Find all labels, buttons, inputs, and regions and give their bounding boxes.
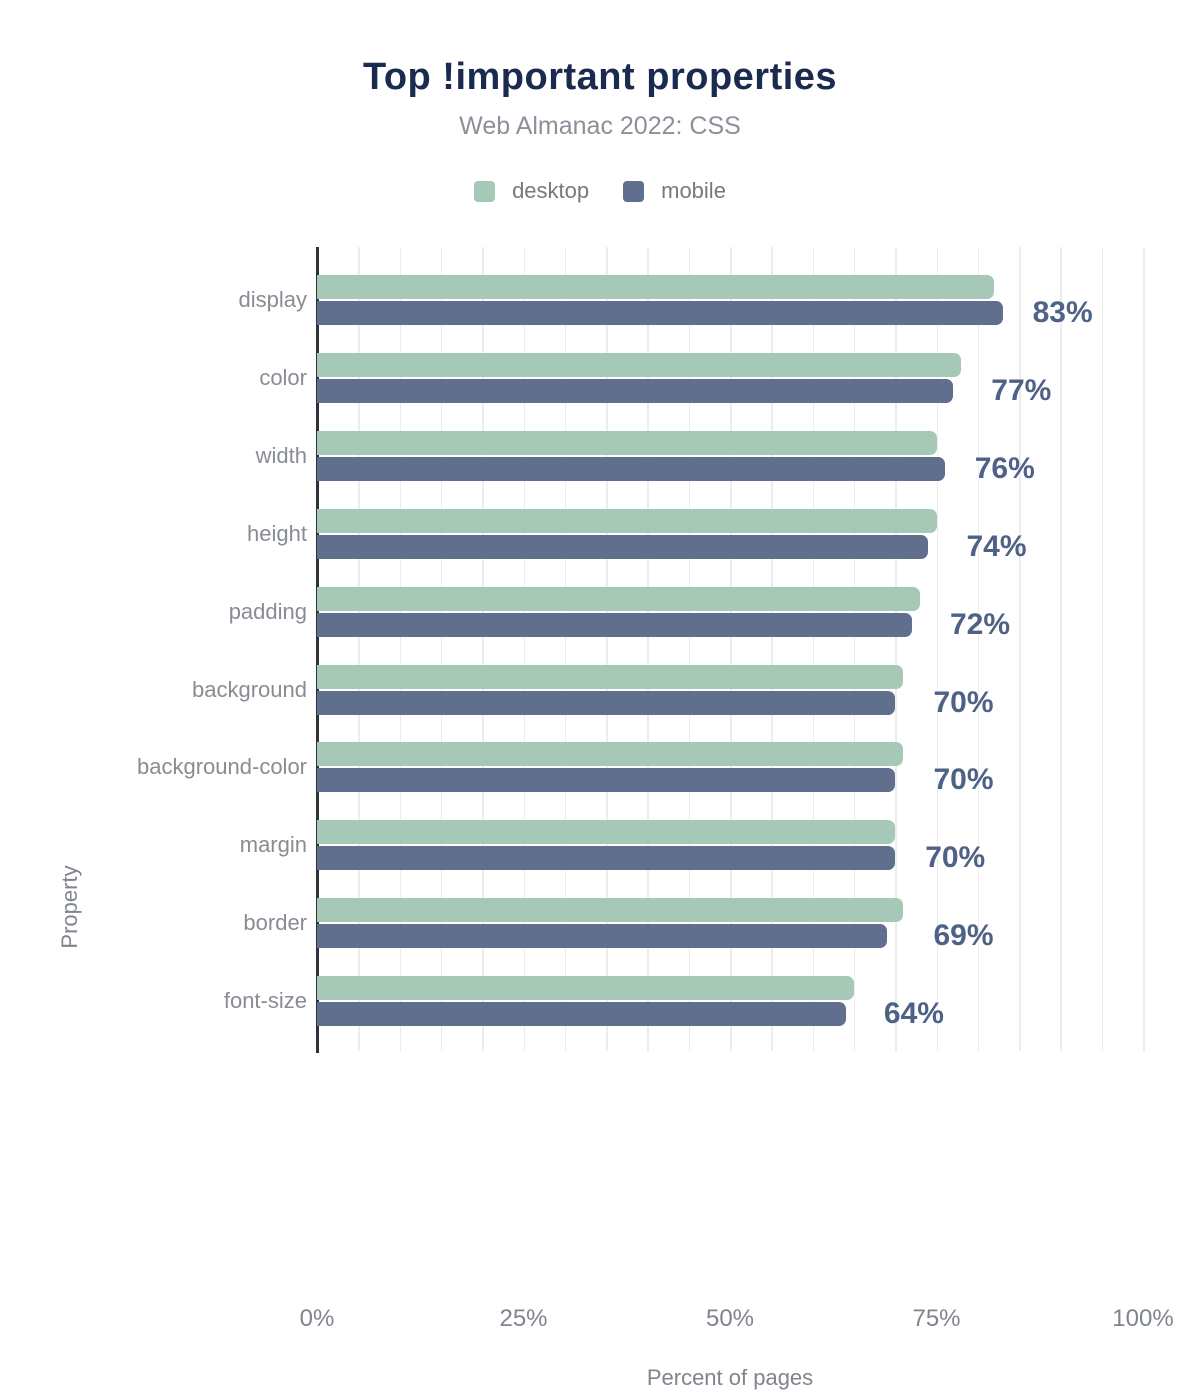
category-label-height: height xyxy=(247,520,307,546)
y-axis-line xyxy=(316,247,319,1053)
x-tick-label-100pct: 100% xyxy=(1112,1305,1174,1332)
bar-desktop-background-color[interactable] xyxy=(317,742,904,767)
bar-mobile-display[interactable] xyxy=(317,301,1003,325)
bar-mobile-font-size[interactable] xyxy=(317,1002,846,1027)
legend-label: desktop xyxy=(512,178,590,203)
category-label-display: display xyxy=(238,287,307,312)
bar-desktop-color[interactable] xyxy=(317,352,962,377)
bar-mobile-margin[interactable] xyxy=(317,846,896,871)
category-label-margin: margin xyxy=(239,832,307,858)
gridline-25 xyxy=(523,247,525,1051)
gridline-85 xyxy=(1019,247,1021,1051)
legend: desktop mobile xyxy=(0,178,1200,204)
legend-item-desktop[interactable]: desktop xyxy=(474,178,589,204)
x-tick-label-50pct: 50% xyxy=(705,1305,755,1332)
bar-mobile-background[interactable] xyxy=(317,690,896,715)
bar-desktop-border[interactable] xyxy=(317,898,904,923)
plot-area xyxy=(317,247,1145,1051)
gridline-5 xyxy=(358,247,360,1051)
value-label-padding: 72% xyxy=(949,607,1011,641)
x-tick-label-75pct: 75% xyxy=(912,1305,961,1332)
chart-title: Top !important properties xyxy=(362,56,838,98)
value-label-display: 83% xyxy=(1032,296,1093,329)
bar-desktop-padding[interactable] xyxy=(317,586,920,611)
gridline-40 xyxy=(647,247,649,1051)
legend-swatch-desktop xyxy=(474,180,496,202)
value-label-font-size: 64% xyxy=(883,997,944,1031)
gridline-65 xyxy=(853,247,856,1051)
bar-mobile-background-color[interactable] xyxy=(317,768,896,793)
gridline-15 xyxy=(440,247,443,1051)
x-tick-label-0pct: 0% xyxy=(299,1305,335,1332)
legend-label: mobile xyxy=(661,178,726,203)
gridline-45 xyxy=(688,247,691,1051)
value-label-width: 76% xyxy=(974,451,1035,485)
x-tick-label-25pct: 25% xyxy=(499,1305,548,1332)
gridline-70 xyxy=(895,247,897,1051)
gridline-50 xyxy=(730,247,732,1051)
bar-desktop-margin[interactable] xyxy=(317,820,896,845)
gridline-20 xyxy=(482,247,484,1051)
gridline-75 xyxy=(936,247,938,1051)
category-label-color: color xyxy=(259,364,307,390)
bar-desktop-background[interactable] xyxy=(317,664,904,689)
category-label-font-size: font-size xyxy=(223,988,307,1014)
category-label-padding: padding xyxy=(228,598,307,624)
value-label-color: 77% xyxy=(991,373,1052,407)
value-label-background-color: 70% xyxy=(933,763,994,797)
x-axis-title: Percent of pages xyxy=(646,1365,814,1390)
value-label-border: 69% xyxy=(933,919,994,953)
chart-subtitle: Web Almanac 2022: CSS xyxy=(459,112,741,140)
category-label-width: width xyxy=(255,442,307,468)
gridline-60 xyxy=(812,247,815,1051)
bar-mobile-border[interactable] xyxy=(317,924,887,949)
bar-mobile-width[interactable] xyxy=(317,456,945,481)
bar-desktop-display[interactable] xyxy=(317,275,995,299)
bar-mobile-color[interactable] xyxy=(317,378,954,403)
chart-area: Property display 83% color 77% width 76% heigh… xyxy=(0,247,1200,1390)
gridline-90 xyxy=(1060,247,1062,1051)
bar-mobile-height[interactable] xyxy=(317,534,929,559)
gridline-35 xyxy=(606,247,608,1051)
gridline-100 xyxy=(1143,247,1145,1051)
bar-mobile-padding[interactable] xyxy=(317,612,912,637)
category-label-border: border xyxy=(243,910,307,936)
bar-desktop-width[interactable] xyxy=(317,430,937,455)
gridline-95 xyxy=(1101,247,1104,1051)
category-label-background-color: background-color xyxy=(137,754,307,780)
category-label-background: background xyxy=(192,676,307,702)
legend-item-mobile[interactable]: mobile xyxy=(623,178,726,204)
gridline-30 xyxy=(564,247,567,1051)
bar-desktop-font-size[interactable] xyxy=(317,976,854,1001)
bar-desktop-height[interactable] xyxy=(317,508,937,533)
value-label-height: 74% xyxy=(966,529,1027,563)
value-label-margin: 70% xyxy=(925,841,986,875)
gridline-80 xyxy=(977,247,980,1051)
legend-swatch-mobile xyxy=(623,180,645,202)
gridline-55 xyxy=(771,247,773,1051)
gridline-10 xyxy=(399,247,402,1051)
value-label-background: 70% xyxy=(933,685,994,719)
